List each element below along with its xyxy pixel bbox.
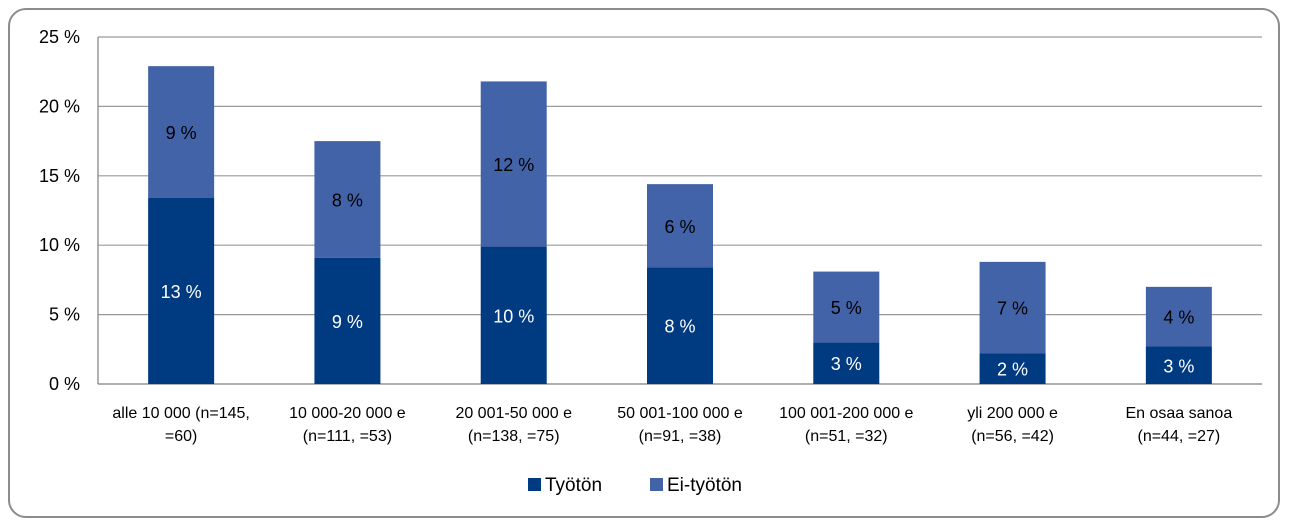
- data-label: 8 %: [664, 317, 695, 337]
- x-tick-label: alle 10 000 (n=145,: [112, 405, 249, 422]
- x-tick-label: En osaa sanoa: [1125, 405, 1232, 422]
- x-tick-label: (n=138, =75): [468, 428, 560, 445]
- x-tick-label: 50 001-100 000 e: [617, 405, 743, 422]
- y-tick-label: 0 %: [49, 374, 80, 394]
- x-tick-label: 100 001-200 000 e: [779, 405, 913, 422]
- legend-label: Työtön: [545, 475, 602, 496]
- x-tick-label: 20 001-50 000 e: [455, 405, 572, 422]
- bar-tyoton: [480, 246, 547, 384]
- data-label: 9 %: [166, 123, 197, 143]
- bars: [148, 66, 1212, 384]
- x-tick-label: (n=44, =27): [1137, 428, 1220, 445]
- gridlines: [98, 36, 1262, 385]
- bar-ei-tyoton: [979, 261, 1046, 354]
- bar-ei-tyoton: [480, 81, 547, 247]
- data-label: 9 %: [332, 312, 363, 332]
- bar-tyoton: [1145, 346, 1212, 384]
- bar-ei-tyoton: [314, 141, 381, 258]
- data-label: 13 %: [161, 282, 202, 302]
- chart-area: [8, 8, 1280, 518]
- bar-tyoton: [647, 267, 713, 384]
- y-tick-label: 20 %: [39, 96, 80, 116]
- y-tick-label: 15 %: [39, 166, 80, 186]
- y-tick-label: 10 %: [39, 235, 80, 255]
- data-label: 6 %: [664, 217, 695, 237]
- x-tick-label: yli 200 000 e: [967, 405, 1058, 422]
- data-label: 4 %: [1163, 308, 1194, 328]
- data-label: 7 %: [997, 299, 1028, 319]
- bar-ei-tyoton: [813, 271, 880, 343]
- bar-tyoton: [148, 198, 215, 384]
- x-tick-label: 10 000-20 000 e: [289, 405, 406, 422]
- bar-ei-tyoton: [148, 66, 215, 199]
- legend-swatch: [528, 478, 541, 491]
- x-tick-label: (n=51, =32): [805, 428, 888, 445]
- bar-tyoton: [314, 257, 381, 384]
- x-tick-label: (n=91, =38): [639, 428, 722, 445]
- data-label: 2 %: [997, 360, 1028, 380]
- data-label: 12 %: [493, 155, 534, 175]
- x-tick-label: (n=56, =42): [971, 428, 1054, 445]
- bar-ei-tyoton: [647, 184, 713, 268]
- legend: Työtön Ei-työtön: [528, 475, 742, 496]
- data-label: 8 %: [332, 190, 363, 210]
- data-label: 5 %: [831, 298, 862, 318]
- legend-label: Ei-työtön: [667, 475, 742, 496]
- bar-ei-tyoton: [1145, 286, 1212, 347]
- x-axis-labels: alle 10 000 (n=145, =60) 10 000-20 000 e (n…: [112, 405, 1232, 445]
- x-tick-label: (n=111, =53): [303, 428, 392, 445]
- data-label: 10 %: [493, 306, 534, 326]
- y-tick-label: 25 %: [39, 27, 80, 47]
- bar-tyoton: [813, 342, 880, 384]
- y-axis: 0 % 5 % 10 % 15 % 20 % 25 %: [39, 27, 99, 394]
- legend-swatch: [650, 478, 663, 491]
- bar-tyoton: [979, 353, 1046, 384]
- data-label: 3 %: [831, 354, 862, 374]
- data-label: 3 %: [1163, 356, 1194, 376]
- data-labels: 13 % 9 % 9 % 8 % 10 % 12 % 8 % 6 % 3 % 5 % 2 % 7 % 3…: [161, 123, 1195, 380]
- y-tick-label: 5 %: [49, 305, 80, 325]
- x-tick-label: =60): [165, 428, 197, 445]
